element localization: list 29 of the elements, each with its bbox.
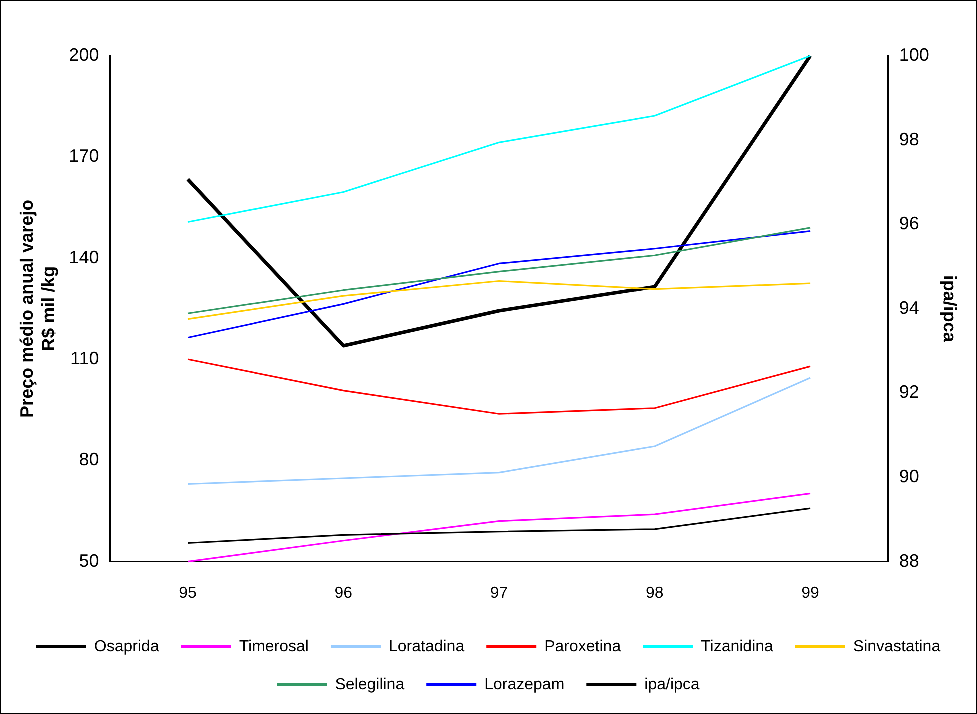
y-axis-title: Preço médio anual varejo R$ mil /kg bbox=[16, 200, 58, 418]
legend-label: Osaprida bbox=[94, 638, 160, 656]
x-tick-label: 97 bbox=[490, 584, 508, 602]
y-tick-label: 200 bbox=[69, 44, 100, 65]
legend-label: Loratadina bbox=[388, 638, 465, 656]
y2-tick-label: 92 bbox=[899, 382, 920, 402]
legend-label: Selegilina bbox=[335, 676, 405, 694]
y2-tick-label: 98 bbox=[899, 129, 920, 150]
legend-label: Timerosal bbox=[239, 638, 309, 656]
legend-label: Tizanidina bbox=[701, 638, 774, 656]
y2-tick-label: 100 bbox=[899, 44, 930, 65]
x-tick-label: 95 bbox=[179, 584, 198, 602]
y2-axis-title: ipa/ipca bbox=[940, 275, 960, 344]
y2-tick-label: 88 bbox=[899, 550, 920, 571]
legend-label: Paroxetina bbox=[544, 638, 622, 656]
y2-tick-label: 90 bbox=[899, 466, 920, 486]
x-tick-label: 96 bbox=[334, 584, 353, 602]
y-tick-label: 170 bbox=[69, 146, 100, 166]
legend-label: Sinvastatina bbox=[853, 638, 941, 656]
y2-tick-label: 96 bbox=[899, 214, 920, 234]
legend-label: Lorazepam bbox=[484, 676, 565, 694]
x-tick-label: 98 bbox=[646, 584, 664, 602]
y-tick-label: 80 bbox=[79, 450, 100, 470]
y2-tick-label: 94 bbox=[899, 298, 920, 318]
y-tick-label: 110 bbox=[70, 348, 100, 368]
y-tick-label: 50 bbox=[79, 550, 100, 571]
y-tick-label: 140 bbox=[69, 247, 100, 268]
x-tick-label: 99 bbox=[802, 584, 820, 602]
legend-label: ipa/ipca bbox=[644, 676, 700, 694]
